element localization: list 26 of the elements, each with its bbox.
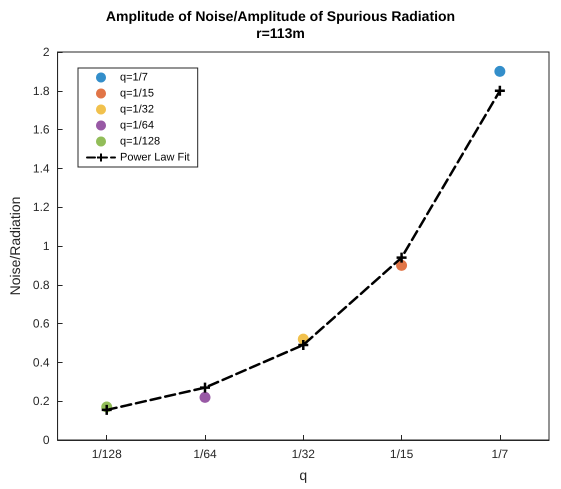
legend-label: q=1/64 [120,120,154,132]
y-tick-label: 1 [42,239,50,253]
legend-label: Power Law Fit [120,152,190,164]
legend-label: q=1/32 [120,104,154,116]
x-axis-title: q [299,467,308,483]
x-tick-label: 1/64 [193,447,218,461]
x-tick-label: 1/128 [92,447,122,461]
y-axis-title: Noise/Radiation [7,196,23,296]
y-tick-label: 0.2 [32,394,50,408]
y-tick-label: 1.6 [32,122,50,137]
y-tick-label: 0.8 [32,278,50,292]
y-tick-label: 1.4 [32,161,50,176]
y-tick-label: 0.6 [32,316,50,331]
chart-title: Amplitude of Noise/Amplitude of Spurious Radiation [106,8,456,24]
y-tick-label: 0 [42,433,50,447]
x-tick-label: 1/32 [292,447,316,461]
x-tick-label: 1/15 [390,447,414,461]
legend-label: q=1/15 [120,88,154,100]
y-tick-label: 1.8 [32,84,50,98]
legend-label: q=1/7 [120,72,148,84]
y-tick-label: 2 [42,45,50,59]
y-tick-label: 0.4 [32,355,50,370]
x-tick-label: 1/7 [492,447,509,461]
y-tick-label: 1.2 [32,200,50,214]
chart-subtitle: r=113m [256,25,305,41]
legend-label: q=1/128 [120,136,160,148]
